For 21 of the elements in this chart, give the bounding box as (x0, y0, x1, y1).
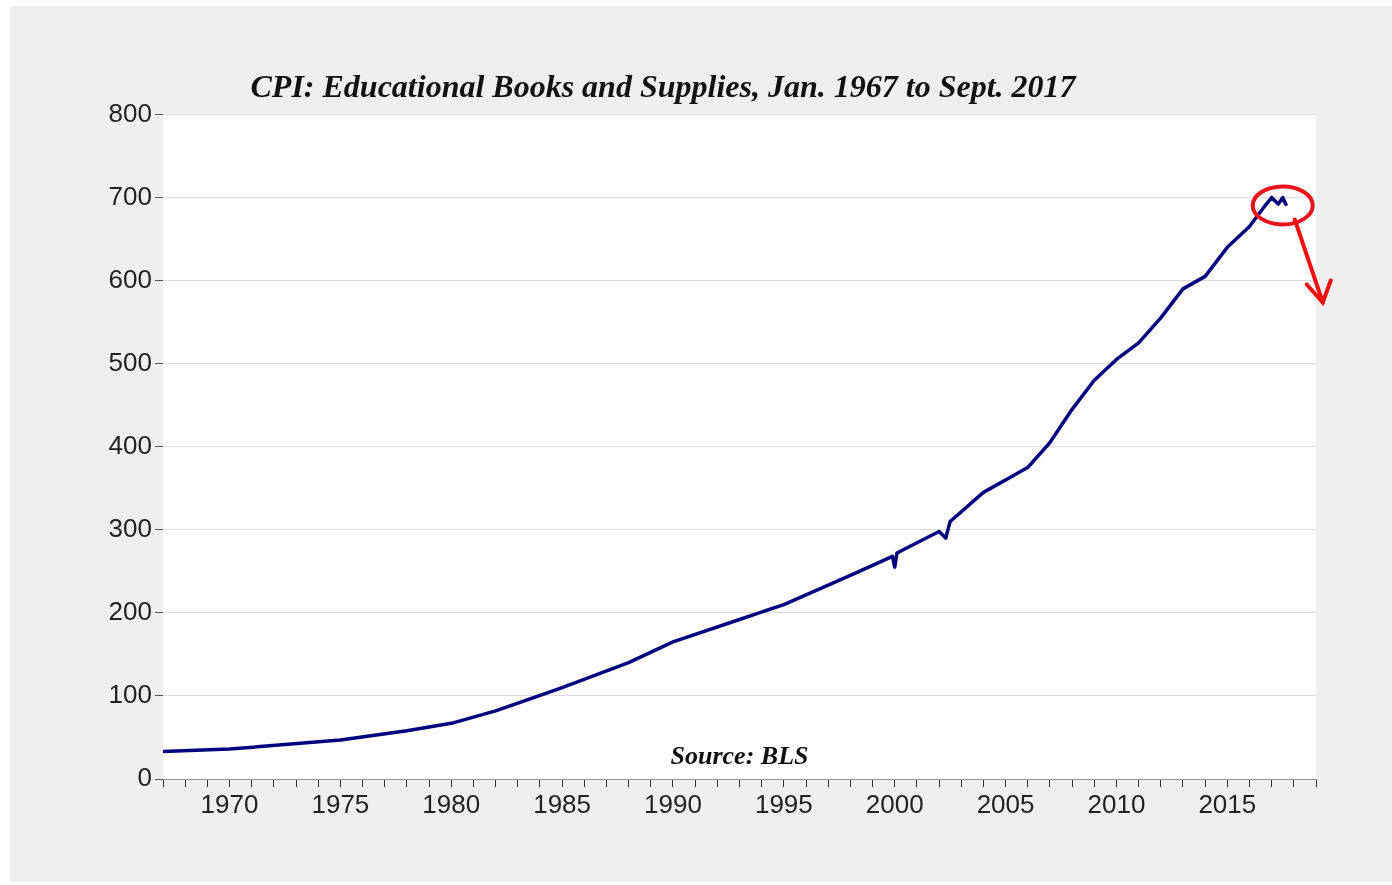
x-tick-label: 2005 (976, 788, 1035, 819)
y-tick-label: 500 (108, 346, 152, 377)
x-tick-label: 2000 (865, 788, 924, 819)
x-tick-label: 1990 (644, 788, 702, 819)
y-tick-label: 800 (108, 97, 152, 128)
x-tick-label: 1985 (533, 788, 592, 819)
x-tick-label: 1980 (422, 788, 481, 819)
annotation: Source: BLS (670, 740, 809, 770)
x-tick-label: 1995 (754, 788, 813, 819)
y-tick-label: 0 (137, 762, 152, 793)
x-tick-label: 2015 (1198, 788, 1257, 819)
y-tick-label: 100 (108, 679, 152, 710)
x-tick-label: 1975 (311, 788, 370, 819)
y-tick-label: 400 (108, 429, 152, 460)
x-tick-label: 1970 (200, 788, 259, 819)
y-tick-label: 200 (108, 596, 152, 627)
y-tick-label: 300 (108, 512, 152, 543)
y-tick-label: 700 (108, 180, 152, 211)
x-tick-label: 2010 (1087, 788, 1146, 819)
chart-title: CPI: Educational Books and Supplies, Jan. 1967 to Sept. 2017 (250, 68, 1078, 105)
y-tick-label: 600 (108, 263, 152, 294)
